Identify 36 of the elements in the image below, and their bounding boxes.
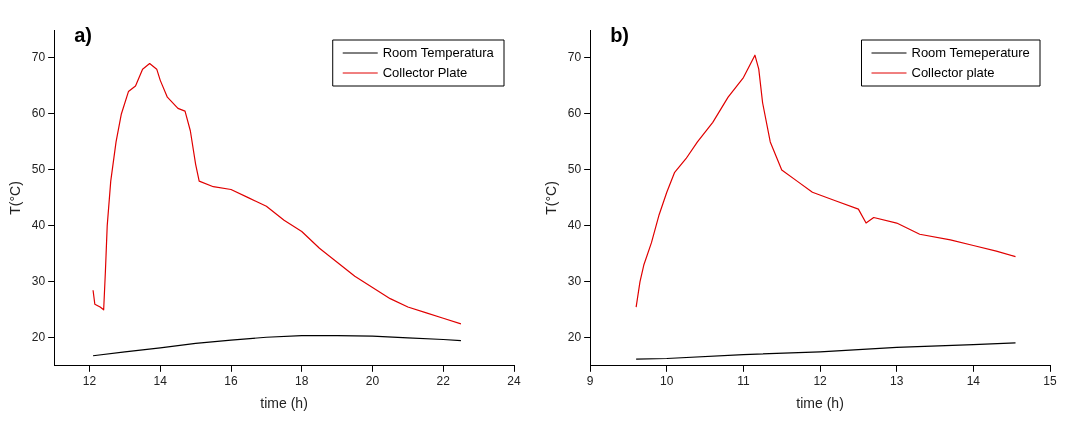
x-tick-label: 9	[586, 374, 594, 389]
y-axis-title: T(°C)	[7, 181, 24, 215]
y-tick-label: 70	[567, 50, 582, 65]
legend-label: Collector plate	[911, 64, 995, 80]
x-tick-label: 12	[82, 374, 97, 389]
y-tick-label: 30	[567, 274, 582, 289]
x-tick-label: 18	[295, 374, 309, 389]
y-tick-label: 60	[567, 106, 582, 121]
x-tick-label: 20	[365, 374, 380, 389]
x-tick-label: 16	[224, 374, 239, 389]
x-tick-label: 22	[436, 374, 451, 389]
y-tick-label: 60	[31, 106, 46, 121]
x-tick-label: 14	[966, 374, 981, 389]
y-tick-label: 50	[567, 162, 582, 177]
x-tick-label: 12	[813, 374, 828, 389]
y-tick-label: 50	[31, 162, 46, 177]
y-tick-label: 30	[31, 274, 46, 289]
x-tick-label: 10	[660, 374, 674, 389]
x-tick-label: 15	[1043, 374, 1057, 389]
x-tick-label: 13	[890, 374, 904, 389]
y-tick-label: 40	[31, 218, 46, 233]
legend-label: Collector Plate	[382, 64, 468, 80]
x-axis-title: time (h)	[260, 395, 308, 412]
x-tick-label: 14	[153, 374, 168, 389]
y-tick-label: 20	[31, 330, 46, 345]
y-tick-label: 20	[567, 330, 582, 345]
x-axis-title: time (h)	[796, 395, 844, 412]
y-tick-label: 70	[31, 50, 46, 65]
x-tick-label: 11	[737, 374, 750, 389]
y-tick-label: 40	[567, 218, 582, 233]
chart-title: a)	[74, 23, 92, 46]
x-tick-label: 24	[507, 374, 521, 389]
legend-label: Room Temeperature	[911, 44, 1030, 60]
chart-title: b)	[610, 23, 630, 46]
legend-label: Room Temperatura	[382, 44, 495, 60]
y-axis-title: T(°C)	[543, 181, 560, 215]
